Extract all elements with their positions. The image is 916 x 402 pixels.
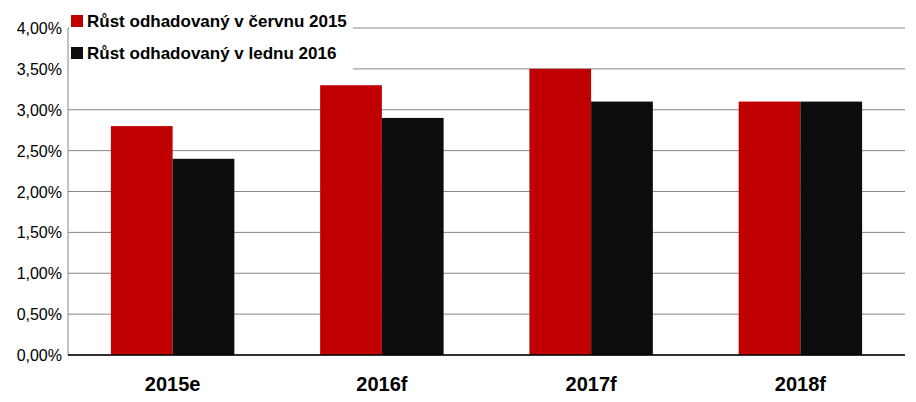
bar	[739, 102, 801, 355]
bar	[320, 85, 382, 355]
chart-container: 0,00% 0,50% 1,00% 1,50% 2,00% 2,50% 3,00% 3,50%…	[0, 0, 916, 402]
y-tick-label: 0,50%	[17, 306, 62, 323]
bar	[591, 102, 653, 355]
y-tick-label: 2,50%	[17, 143, 62, 160]
legend-swatch	[71, 47, 83, 59]
legend-swatch	[71, 15, 83, 27]
y-tick-label: 1,50%	[17, 224, 62, 241]
x-tick-label: 2015e	[145, 373, 201, 395]
bars	[111, 69, 862, 355]
bar	[800, 102, 862, 355]
y-axis	[68, 28, 69, 355]
x-axis	[68, 354, 905, 356]
grid-line	[68, 355, 905, 356]
legend-label: Růst odhadovaný v lednu 2016	[87, 44, 336, 63]
bar	[111, 126, 173, 355]
y-tick-label: 3,50%	[17, 61, 62, 78]
x-tick-label: 2016f	[356, 373, 407, 395]
legend-background	[69, 5, 353, 73]
y-tick-label: 3,00%	[17, 102, 62, 119]
bar	[173, 159, 235, 355]
legend-label: Růst odhadovaný v červnu 2015	[87, 12, 347, 31]
bar	[529, 69, 591, 355]
legend: Růst odhadovaný v červnu 2015 Růst odhado…	[69, 5, 353, 73]
x-tick-label: 2017f	[566, 373, 617, 395]
chart-svg: 0,00% 0,50% 1,00% 1,50% 2,00% 2,50% 3,00% 3,50%…	[0, 0, 916, 402]
y-tick-label: 4,00%	[17, 20, 62, 37]
y-tick-label: 1,00%	[17, 265, 62, 282]
x-tick-label: 2018f	[775, 373, 826, 395]
y-tick-label: 2,00%	[17, 184, 62, 201]
bar	[382, 118, 444, 355]
y-tick-label: 0,00%	[17, 347, 62, 364]
